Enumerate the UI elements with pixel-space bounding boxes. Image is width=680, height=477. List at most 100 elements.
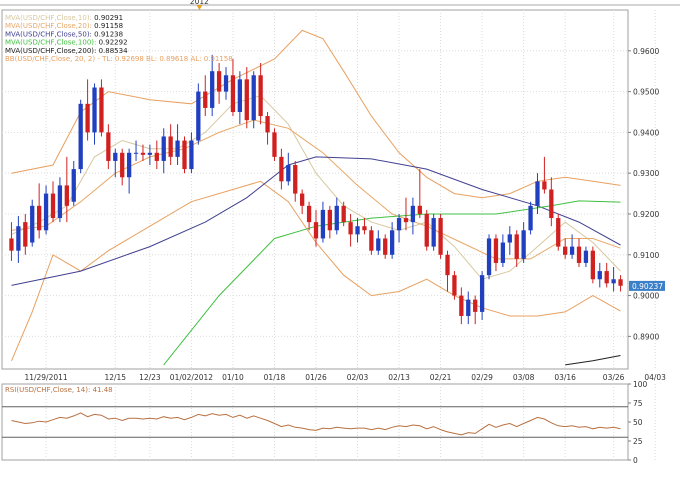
legend-entry: MVA(USD/CHF,Close,200): 0.88534: [5, 47, 128, 55]
candle-body: [417, 205, 422, 214]
candle-body: [459, 295, 464, 316]
candle-body: [147, 152, 153, 155]
candle-body: [327, 209, 332, 231]
x-tick-label: 02/29: [471, 373, 493, 382]
x-tick-label: 01/18: [264, 373, 286, 382]
candle-body: [569, 246, 575, 255]
rsi-panel: 100 75 50 25 0 RSI(USD/CHF,Close, 14): 41.48: [1, 380, 656, 465]
candle-body: [362, 226, 367, 231]
rsi-y-tick-label: 0: [633, 456, 638, 465]
x-tick-label: 03/08: [513, 373, 535, 382]
candle-body: [369, 230, 374, 251]
candle-body: [154, 152, 159, 161]
last-price-box: [629, 280, 665, 291]
legend-bollinger-tl_label: TL: 0.92698: [101, 55, 146, 63]
candle-body: [16, 226, 21, 251]
candle-body: [445, 254, 450, 276]
legend-entry: MVA(USD/CHF,Close,20): 0.91158: [5, 22, 123, 30]
candle-body: [389, 230, 395, 255]
candle-body: [479, 275, 485, 312]
legend-bollinger-al_label: AL: 0.91158: [191, 55, 233, 63]
y-tick-label: 0.9300: [633, 169, 659, 178]
candle-body: [300, 193, 305, 206]
candle-body: [521, 230, 526, 259]
candle-body: [556, 218, 561, 247]
candle-body: [306, 205, 312, 223]
legend-series-name: MVA(USD/CHF,Close,200):: [5, 47, 99, 55]
x-tick-label: 03/16: [554, 373, 576, 382]
x-tick-label: 11/29/2011: [24, 373, 67, 382]
candle-body: [583, 250, 589, 263]
candle-body: [473, 299, 478, 312]
legend-entry-bollinger: BB(USD/CHF,Close, 20, 2) - TL: 0.92698 B…: [5, 55, 233, 63]
candle-body: [43, 193, 49, 231]
candle-body: [85, 103, 90, 133]
price-panel: 11/29/2011 12/15 12/23 01/02/2012 01/10 01/18…: [0, 0, 680, 382]
candle-body: [514, 234, 519, 259]
rsi-legend-value: 41.48: [93, 386, 113, 394]
candle-body: [120, 152, 125, 178]
legend-series-name: MVA(USD/CHF,Close,20):: [5, 22, 94, 30]
y-tick-label: 0.9400: [633, 128, 659, 137]
rsi-y-tick-label: 50: [633, 418, 643, 427]
candle-body: [438, 218, 443, 255]
year-marker-arrow: [196, 5, 203, 10]
candle-body: [64, 185, 69, 206]
legend-series-name: MVA(USD/CHF,Close,100):: [5, 39, 99, 47]
candle-body: [286, 165, 291, 182]
candle-body: [92, 87, 97, 133]
candle-body: [535, 181, 540, 206]
candle-body: [500, 242, 506, 263]
candle-body: [604, 271, 609, 284]
x-tick-label: 01/02/2012: [170, 373, 213, 382]
candle-body: [265, 116, 270, 133]
rsi-line: [11, 412, 621, 436]
legend-series-value: 0.90291: [94, 14, 123, 22]
candle-body: [272, 132, 277, 157]
legend-entry: MVA(USD/CHF,Close,50): 0.91238: [5, 30, 123, 38]
y-tick-label: 0.9000: [633, 292, 659, 301]
bollinger-upper-line: [11, 29, 621, 199]
rsi-y-tick-label: 25: [633, 437, 643, 446]
y-tick-label: 0.8900: [633, 332, 659, 341]
x-tick-label: 04/03: [644, 373, 666, 382]
x-tick-label: 01/26: [305, 373, 327, 382]
legend-series-value: 0.88534: [99, 47, 128, 55]
x-tick-label: 01/10: [222, 373, 244, 382]
candle-body: [507, 234, 512, 243]
candle-body: [431, 218, 436, 247]
x-tick-label: 02/03: [347, 373, 369, 382]
candle-body: [403, 218, 409, 223]
candle-body: [334, 205, 339, 231]
moving-average-line-4: [565, 355, 621, 366]
candle-body: [452, 275, 457, 296]
rsi-y-tick-label: 75: [633, 399, 643, 408]
candle-body: [9, 238, 14, 251]
candle-body: [57, 185, 63, 219]
x-tick-label: 02/21: [430, 373, 452, 382]
candle-body: [175, 140, 180, 157]
legend-series-name: MVA(USD/CHF,Close,50):: [5, 30, 94, 38]
x-tick-label: 02/13: [388, 373, 410, 382]
candle-body: [216, 71, 222, 92]
candle-body: [182, 140, 187, 170]
legend-bollinger-bl_label: BL: 0.89618: [146, 55, 190, 63]
y-tick-label: 0.9100: [633, 251, 659, 260]
candle-body: [424, 213, 429, 247]
candle-body: [30, 205, 35, 243]
candle-body: [279, 156, 284, 182]
candle-body: [168, 136, 173, 157]
candle-body: [486, 238, 492, 276]
candle-body: [611, 279, 616, 284]
candle-body: [528, 205, 533, 231]
candle-body: [410, 205, 416, 223]
candle-body: [50, 193, 56, 219]
candle-body: [341, 205, 346, 223]
candle-body: [542, 181, 547, 190]
moving-average-line-0: [11, 95, 621, 280]
candle-body: [618, 279, 623, 286]
candle-body: [189, 140, 194, 170]
legend-entry: MVA(USD/CHF,Close,100): 0.92292: [5, 39, 128, 47]
candle-body: [99, 87, 104, 133]
candle-body: [597, 271, 602, 280]
